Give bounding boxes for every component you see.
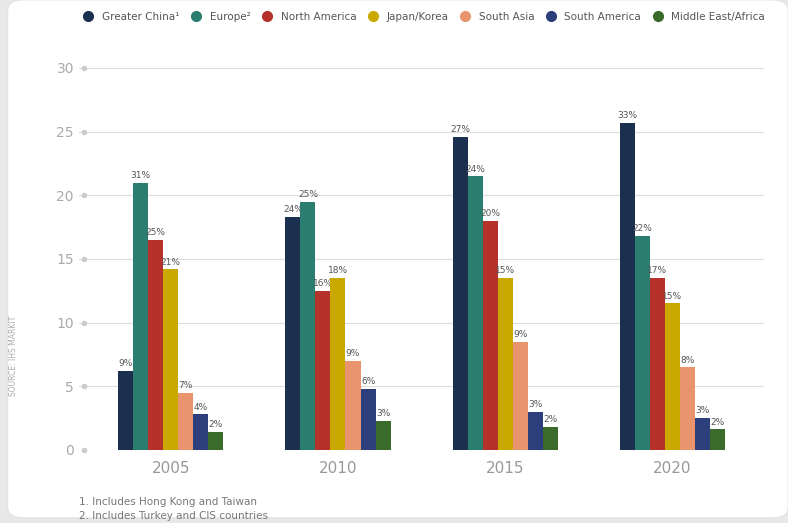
Text: 6%: 6% [361,377,375,386]
Text: 31%: 31% [131,171,151,180]
Text: SOURCE: IHS MARKIT: SOURCE: IHS MARKIT [9,315,18,396]
Text: 4%: 4% [194,403,208,412]
Bar [695,418,710,450]
Text: 15%: 15% [495,266,515,276]
Text: 7%: 7% [179,381,193,390]
Bar [300,201,315,450]
Text: 20%: 20% [480,209,500,218]
Text: 3%: 3% [376,409,390,418]
Text: 22%: 22% [632,224,652,233]
Text: 33%: 33% [617,111,637,120]
Bar [345,361,361,450]
Text: 1. Includes Hong Kong and Taiwan: 1. Includes Hong Kong and Taiwan [79,497,257,507]
Text: 25%: 25% [146,228,165,237]
Text: 27%: 27% [450,125,470,134]
Bar [528,412,543,450]
Text: 8%: 8% [680,356,695,365]
Text: 15%: 15% [663,292,682,301]
Bar [635,236,650,450]
Bar [178,392,193,450]
Bar [619,123,635,450]
Bar [315,291,330,450]
Text: 24%: 24% [283,206,303,214]
Text: 21%: 21% [161,257,180,267]
Bar [285,217,300,450]
Text: 9%: 9% [346,349,360,358]
Text: 25%: 25% [298,190,318,199]
Bar [452,137,467,450]
Bar [163,269,178,450]
Legend: Greater China¹, Europe², North America, Japan/Korea, South Asia, South America, : Greater China¹, Europe², North America, … [78,12,765,22]
Bar [376,420,391,450]
Bar [482,221,498,450]
Bar [133,183,148,450]
Bar [680,367,695,450]
Bar [148,240,163,450]
Bar [208,432,224,450]
Text: 9%: 9% [118,359,133,368]
Bar [513,342,528,450]
Bar [361,389,376,450]
Text: 2. Includes Turkey and CIS countries: 2. Includes Turkey and CIS countries [79,511,268,521]
Text: 24%: 24% [465,165,485,174]
Text: 17%: 17% [647,266,667,276]
Bar [650,278,665,450]
Text: 9%: 9% [513,330,527,339]
Text: 2%: 2% [209,420,223,429]
Bar [118,371,133,450]
Bar [193,414,208,450]
Text: 2%: 2% [543,415,557,424]
Bar [665,303,680,450]
Text: 16%: 16% [313,279,333,288]
Bar [330,278,345,450]
Bar [498,278,513,450]
Text: 3%: 3% [528,400,542,409]
Bar [710,429,725,450]
Text: 3%: 3% [695,406,710,415]
Bar [543,427,558,450]
Bar [467,176,482,450]
Text: 2%: 2% [711,418,725,427]
Text: 18%: 18% [328,266,348,276]
